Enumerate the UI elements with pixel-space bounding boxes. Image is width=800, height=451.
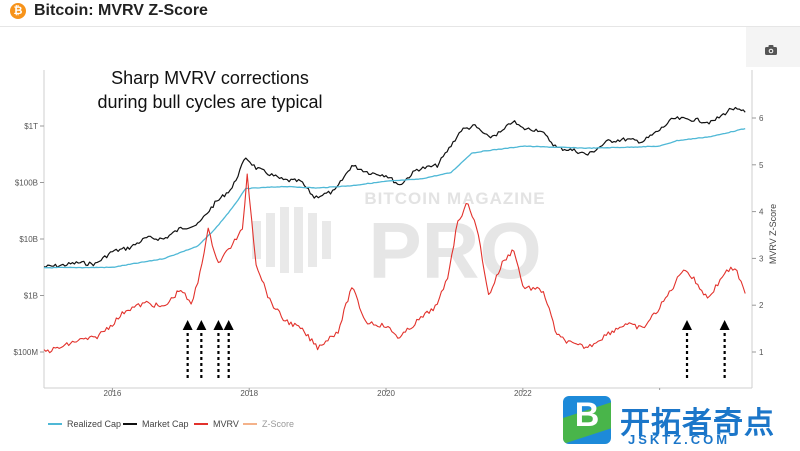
camera-icon[interactable] [764,44,778,56]
legend-label: MVRV [213,419,239,429]
arrow-head [196,320,207,330]
arrow-head [682,320,693,330]
left-tick-label: $1B [24,292,38,301]
left-tick-label: $1T [24,122,38,131]
series-line-mvrv [43,173,746,354]
arrow-head [719,320,730,330]
watermark-bar [280,207,289,273]
series-layer [43,106,746,354]
watermark-bar [308,213,317,267]
left-tick-label: $100B [15,179,38,188]
chart-title: Bitcoin: MVRV Z-Score [34,2,208,19]
right-tick-label: 5 [759,161,764,170]
left-tick-label: $10B [19,235,38,244]
legend-label: Z-Score [262,419,295,429]
watermark-text-line-2: PRO [368,206,541,295]
series-line-market-cap [43,106,746,268]
x-tick-label: 2018 [240,389,258,398]
arrow-head [223,320,234,330]
brand-name: 开拓者奇点 [620,407,775,440]
right-tick-label: 4 [759,208,764,217]
legend-market-cap[interactable]: Market Cap [123,419,189,429]
x-tick-label: 2016 [104,389,122,398]
x-tick-label: 2022 [514,389,532,398]
x-tick-label: 2020 [377,389,395,398]
brand-url: JSKTZ.COM [628,432,731,447]
legend-swatch [48,423,62,425]
annotation-line-1: Sharp MVRV corrections [111,68,309,88]
header-bar: ₿ Bitcoin: MVRV Z-Score [0,0,800,27]
legend-realized-cap[interactable]: Realized Cap [48,419,121,429]
legend-mvrv[interactable]: MVRV [194,419,239,429]
series-line-realized-cap [43,127,746,269]
legend-swatch [243,423,257,425]
watermark-bar [266,213,275,267]
legend-label: Market Cap [142,419,189,429]
bitcoin-logo-icon: ₿ [10,3,26,19]
arrow-head [213,320,224,330]
right-tick-label: 3 [759,254,764,263]
right-tick-label: 1 [759,348,764,357]
left-tick-label: $100M [14,348,39,357]
arrow-head [182,320,193,330]
legend-swatch [194,423,208,425]
arrows-layer [182,320,730,378]
watermark-text-line-1: BITCOIN MAGAZINE [364,189,545,208]
left-axis: $100M $1B $10B $100B $1T [14,70,753,389]
annotation-line-2: during bull cycles are typical [97,92,323,112]
watermark-bar [252,221,261,259]
right-tick-label: 2 [759,301,764,310]
brand-logo-letter: B [574,396,600,434]
right-axis: 1 2 3 4 5 6 MVRV Z-Score [752,114,778,357]
watermark-bar [294,207,303,273]
watermark-bar [322,221,331,259]
right-axis-label: MVRV Z-Score [768,204,778,264]
annotation-text: Sharp MVRV corrections during bull cycle… [60,66,360,114]
brand-logo: B [563,396,611,444]
legend-label: Realized Cap [67,419,122,429]
right-tick-label: 6 [759,114,764,123]
legend-swatch [123,423,137,425]
legend-z-score[interactable]: Z-Score [243,419,294,429]
